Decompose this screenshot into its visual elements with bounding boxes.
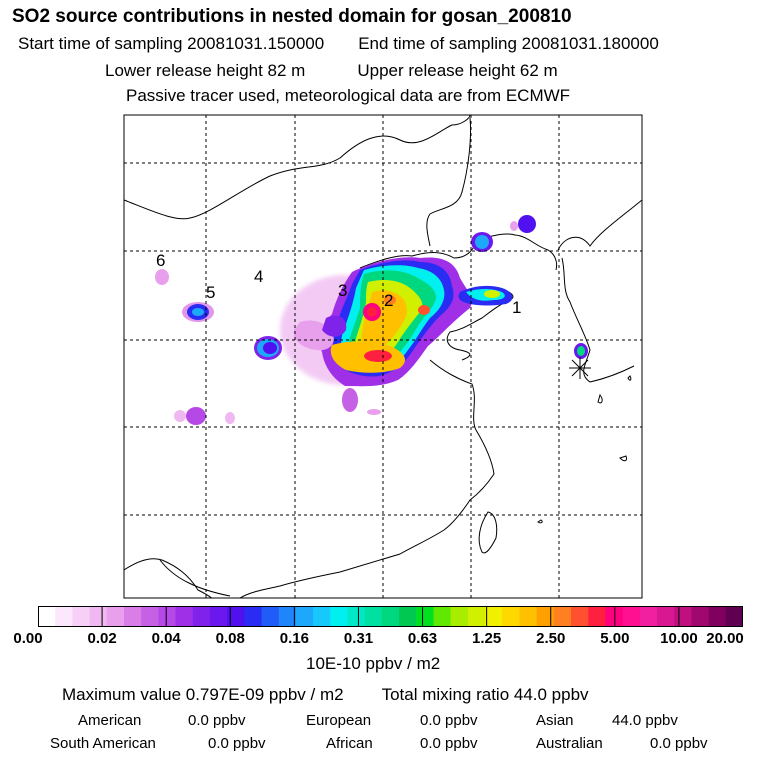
source-label-4: 4 <box>254 267 263 286</box>
colorbar-unit: 10E-10 ppbv / m2 <box>306 654 441 673</box>
colorbar-cell <box>691 606 710 627</box>
lower-release-height: Lower release height 82 m <box>105 61 306 80</box>
colorbar-cell <box>639 606 658 627</box>
source-label-5: 5 <box>206 283 215 302</box>
region-label-american: American <box>78 712 142 729</box>
region-value-south-american: 0.0 ppbv <box>208 735 266 752</box>
region-label-european: European <box>306 712 372 729</box>
colorbar-cell <box>175 606 194 627</box>
total-mixing-ratio: Total mixing ratio 44.0 ppbv <box>381 685 589 704</box>
colorbar-cell <box>725 606 743 627</box>
source-label-1: 1 <box>512 298 521 317</box>
colorbar-tick-label: 0.02 <box>87 630 117 647</box>
receptor-star-icon <box>569 357 591 379</box>
colorbar-cell <box>123 606 142 627</box>
colorbar-tick-label: 10.00 <box>660 630 698 647</box>
colorbar <box>38 606 743 627</box>
colorbar-cell <box>89 606 108 627</box>
start-time: Start time of sampling 20081031.150000 <box>18 34 325 53</box>
colorbar-tick-label: 20.00 <box>706 630 744 647</box>
colorbar-cell <box>106 606 125 627</box>
colorbar-tick-label: 0.31 <box>343 630 374 647</box>
so2-contribution-field <box>155 215 588 425</box>
release-heights: Lower release height 82 m Upper release h… <box>105 61 558 81</box>
colorbar-tick-label: 1.25 <box>472 630 502 647</box>
colorbar-tick-label: 0.16 <box>279 630 309 647</box>
colorbar-cell <box>364 606 383 627</box>
colorbar-cell <box>588 606 607 627</box>
coastlines <box>124 115 642 598</box>
colorbar-cell <box>553 606 572 627</box>
tracer-note: Passive tracer used, meteorological data… <box>126 86 571 105</box>
colorbar-cell <box>450 606 469 627</box>
region-label-asian: Asian <box>536 712 574 729</box>
region-label-australian: Australian <box>536 735 603 752</box>
colorbar-cell <box>519 606 538 627</box>
colorbar-cell <box>708 606 727 627</box>
colorbar-cell <box>313 606 331 627</box>
colorbar-tick-label: 2.50 <box>536 630 566 647</box>
colorbar-cell <box>209 606 228 627</box>
end-time: End time of sampling 20081031.180000 <box>358 34 659 53</box>
colorbar-tick-label: 5.00 <box>600 630 630 647</box>
colorbar-cell <box>141 606 159 627</box>
colorbar-cell <box>433 606 452 627</box>
colorbar-cell <box>261 606 280 627</box>
colorbar-cell <box>622 606 641 627</box>
region-value-european: 0.0 ppbv <box>420 712 478 729</box>
lat-lon-grid <box>124 115 642 598</box>
colorbar-cell <box>192 606 211 627</box>
max-and-total: Maximum value 0.797E-09 ppbv / m2 Total m… <box>62 685 589 705</box>
upper-release-height: Upper release height 62 m <box>357 61 558 80</box>
colorbar-tick-label: 0.63 <box>407 630 438 647</box>
region-label-south-american: South American <box>50 735 156 752</box>
colorbar-cell <box>347 606 366 627</box>
colorbar-cell <box>381 606 400 627</box>
colorbar-cell <box>536 606 555 627</box>
colorbar-cell <box>330 606 349 627</box>
colorbar-cell <box>55 606 73 627</box>
source-label-2: 2 <box>384 291 393 310</box>
source-label-3: 3 <box>338 281 347 300</box>
colorbar-cell <box>502 606 521 627</box>
map-title: SO2 source contributions in nested domai… <box>12 6 572 27</box>
sampling-times: Start time of sampling 20081031.150000 En… <box>18 34 659 54</box>
colorbar-cell <box>571 606 589 627</box>
map-frame <box>123 114 643 599</box>
colorbar-cell <box>485 606 503 627</box>
colorbar-cell <box>158 606 177 627</box>
region-value-african: 0.0 ppbv <box>420 735 478 752</box>
colorbar-cell <box>278 606 297 627</box>
colorbar-tick-label: 0.04 <box>151 630 181 647</box>
region-value-asian: 44.0 ppbv <box>612 712 678 729</box>
colorbar-cell <box>399 606 417 627</box>
colorbar-cell <box>674 606 693 627</box>
colorbar-tick-label: 0.00 <box>13 630 43 647</box>
colorbar-cell <box>295 606 314 627</box>
region-label-african: African <box>326 735 373 752</box>
region-value-australian: 0.0 ppbv <box>650 735 708 752</box>
colorbar-tick-label: 0.08 <box>215 630 245 647</box>
region-value-american: 0.0 ppbv <box>188 712 246 729</box>
colorbar-cell <box>38 606 56 627</box>
colorbar-cell <box>416 606 435 627</box>
colorbar-cell <box>467 606 486 627</box>
colorbar-cell <box>244 606 263 627</box>
colorbar-cell <box>72 606 91 627</box>
colorbar-cell <box>227 606 245 627</box>
colorbar-cell <box>657 606 675 627</box>
maximum-value: Maximum value 0.797E-09 ppbv / m2 <box>62 685 344 704</box>
source-label-6: 6 <box>156 251 165 270</box>
colorbar-frame <box>38 606 743 627</box>
